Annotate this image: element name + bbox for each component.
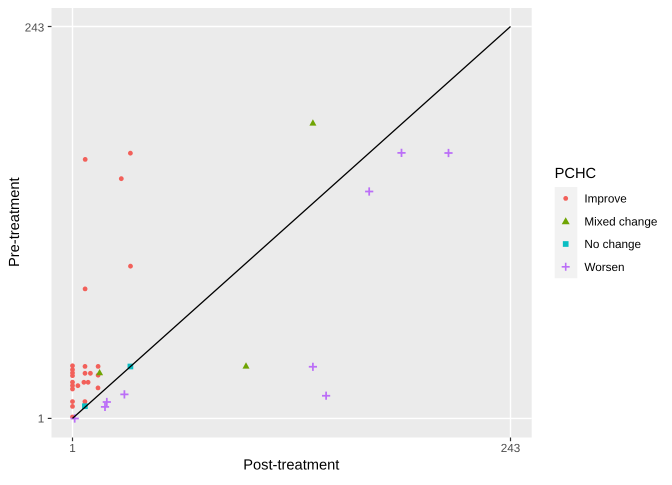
svg-text:No change: No change: [584, 238, 641, 251]
svg-text:243: 243: [501, 442, 521, 455]
svg-text:Improve: Improve: [584, 193, 626, 206]
svg-text:Pre-treatment: Pre-treatment: [7, 177, 23, 267]
svg-text:243: 243: [25, 22, 45, 35]
svg-text:Post-treatment: Post-treatment: [243, 457, 339, 473]
svg-text:Worsen: Worsen: [584, 261, 624, 274]
svg-text:Mixed change: Mixed change: [584, 215, 657, 228]
svg-text:PCHC: PCHC: [555, 166, 597, 182]
svg-text:1: 1: [38, 412, 45, 425]
svg-text:1: 1: [69, 442, 76, 455]
